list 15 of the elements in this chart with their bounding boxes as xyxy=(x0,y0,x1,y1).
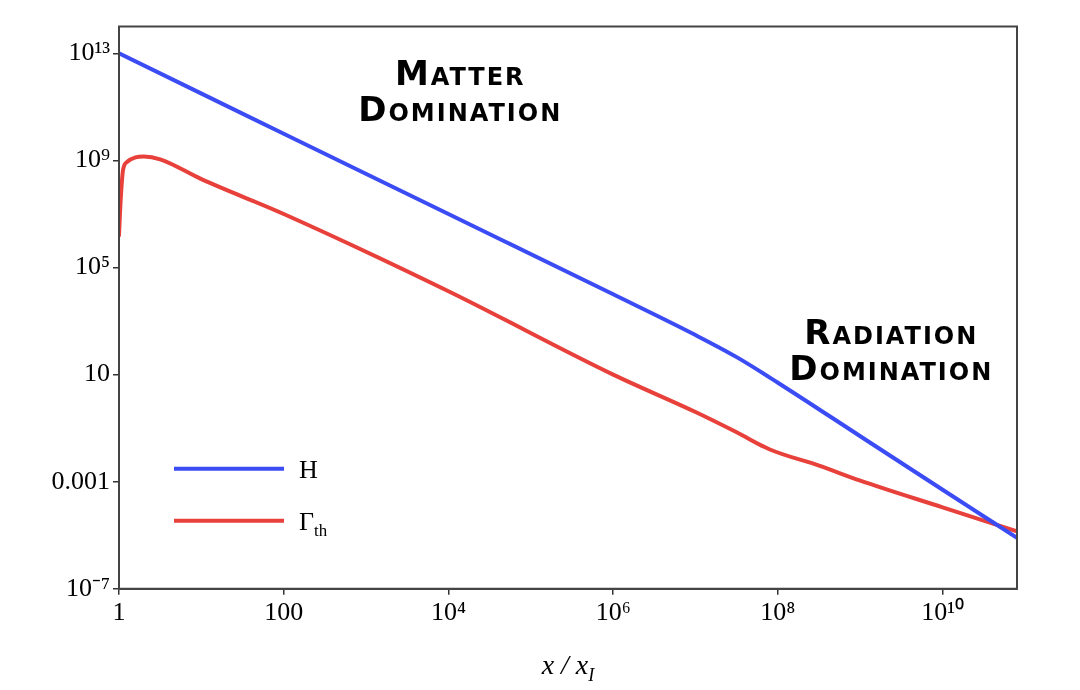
x-tick-label: 100 xyxy=(264,597,304,627)
y-tick-label: 10 xyxy=(84,358,110,388)
x-tick-label: 10⁶ xyxy=(595,597,631,627)
annotation: Matter Domination xyxy=(358,52,563,129)
y-tick-label: 10⁵ xyxy=(74,251,110,281)
y-tick-label: 10⁻⁷ xyxy=(65,572,110,602)
y-tick-label: 10¹³ xyxy=(68,37,111,67)
x-tick-label: 10⁸ xyxy=(760,597,796,627)
y-tick-label: 10⁹ xyxy=(74,144,110,174)
annotation: Radiation Domination xyxy=(789,311,994,388)
x-tick-label: 1 xyxy=(112,597,126,627)
x-tick-label: 10¹⁰ xyxy=(921,597,965,627)
x-tick-label: 10⁴ xyxy=(430,597,466,627)
y-tick-label: 0.001 xyxy=(51,465,110,495)
legend-label: H xyxy=(299,454,318,484)
